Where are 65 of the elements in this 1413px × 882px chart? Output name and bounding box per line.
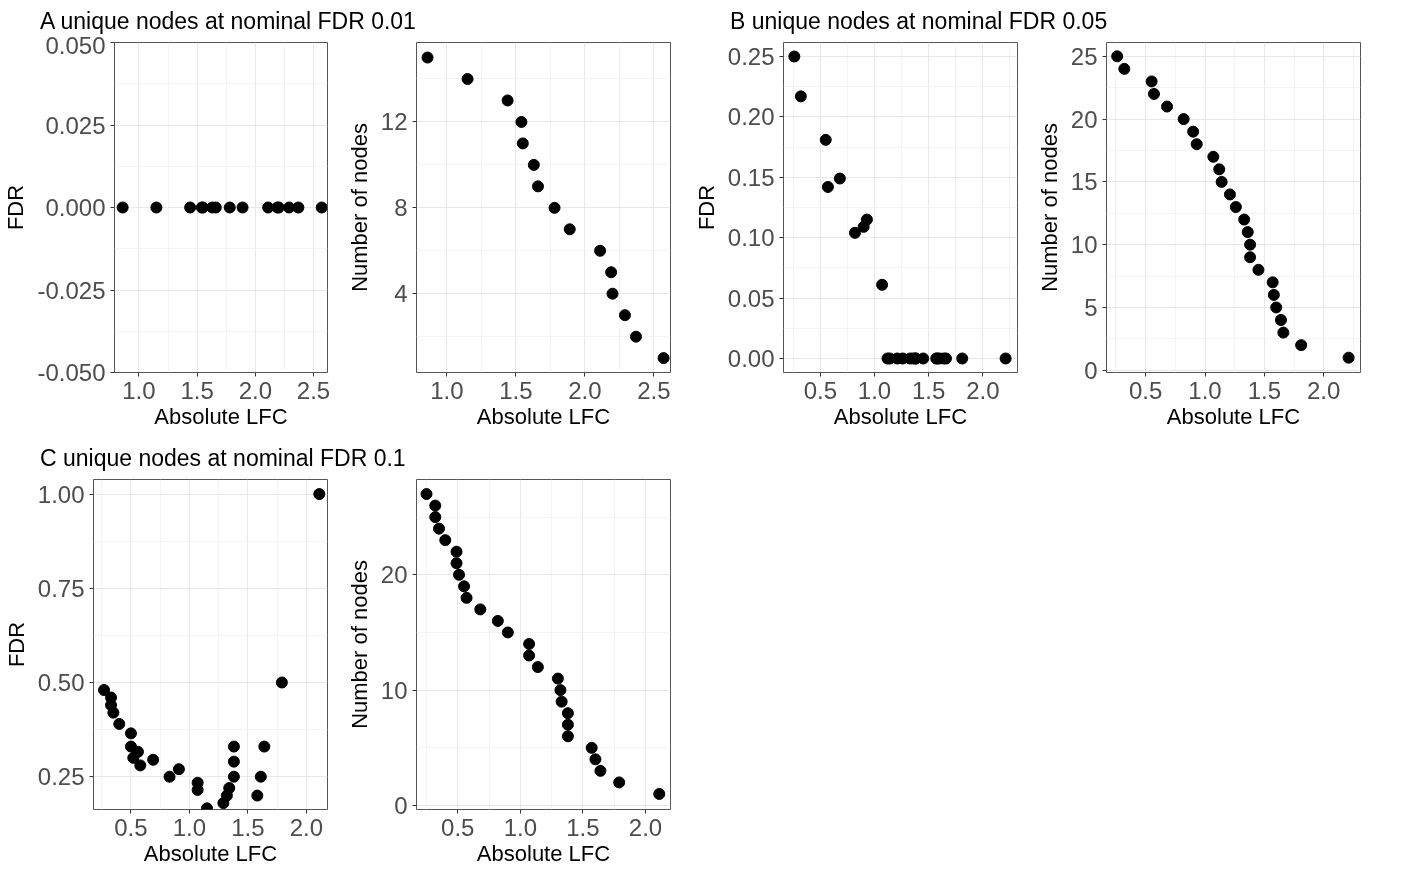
x-axis-title: Absolute LFC bbox=[833, 403, 968, 429]
x-tick-label: 1.5 bbox=[499, 376, 533, 404]
y-axis-title: Number of nodes bbox=[346, 123, 372, 292]
y-tick-label: 20 bbox=[1070, 105, 1098, 133]
x-tick-label: 0.5 bbox=[114, 813, 148, 841]
y-tick-label: -0.050 bbox=[37, 359, 106, 386]
y-tick-label: 0.00 bbox=[727, 344, 775, 372]
y-tick-label: 5 bbox=[1084, 293, 1098, 321]
y-tick-label: 8 bbox=[394, 194, 408, 222]
x-tick-label: 0.5 bbox=[803, 376, 838, 404]
y-tick-label: -0.025 bbox=[37, 276, 106, 304]
x-tick-label: 1.5 bbox=[1247, 376, 1282, 404]
y-axis-title: Number of nodes bbox=[1036, 123, 1062, 292]
y-tick-label: 0.000 bbox=[45, 194, 106, 221]
y-tick-label: 4 bbox=[394, 280, 408, 308]
x-tick-label: 2.0 bbox=[289, 813, 324, 841]
y-tick-label: 12 bbox=[380, 108, 408, 136]
x-tick-label: 2.0 bbox=[966, 376, 1000, 404]
x-tick-label: 1.5 bbox=[180, 376, 214, 404]
y-tick-label: 25 bbox=[1070, 42, 1098, 70]
x-tick-label: 1.0 bbox=[503, 813, 538, 841]
y-tick-label: 0.05 bbox=[727, 284, 775, 312]
y-axis-title: FDR bbox=[3, 621, 29, 668]
x-axis-title: Absolute LFC bbox=[1166, 403, 1301, 429]
x-axis-title: Absolute LFC bbox=[154, 403, 288, 429]
y-tick-label: 0.15 bbox=[727, 163, 775, 191]
x-tick-label: 1.0 bbox=[122, 376, 156, 404]
x-axis-title: Absolute LFC bbox=[476, 403, 611, 429]
x-tick-label: 2.5 bbox=[296, 376, 331, 404]
x-tick-label: 1.5 bbox=[911, 376, 946, 404]
y-axis-title: FDR bbox=[693, 184, 719, 231]
y-tick-label: 0.25 bbox=[727, 43, 775, 71]
y-tick-label: 0.10 bbox=[727, 224, 775, 252]
x-tick-label: 2.0 bbox=[1307, 376, 1341, 404]
y-tick-label: 1.00 bbox=[37, 480, 85, 508]
chart-title: B unique nodes at nominal FDR 0.05 bbox=[730, 7, 1108, 36]
x-axis-title: Absolute LFC bbox=[476, 840, 611, 866]
x-tick-label: 2.0 bbox=[568, 376, 602, 404]
y-tick-label: 10 bbox=[1070, 231, 1098, 259]
y-tick-label: 0.20 bbox=[727, 103, 775, 131]
x-tick-label: 0.5 bbox=[1128, 376, 1163, 404]
y-tick-label: 0.025 bbox=[45, 111, 106, 139]
y-tick-label: 0 bbox=[1084, 356, 1098, 384]
y-axis-title: FDR bbox=[3, 184, 29, 231]
x-axis-title: Absolute LFC bbox=[143, 840, 278, 866]
x-tick-label: 1.5 bbox=[566, 813, 600, 841]
y-tick-label: 0.25 bbox=[37, 763, 85, 791]
x-tick-label: 1.5 bbox=[231, 813, 265, 841]
y-axis-title: Number of nodes bbox=[346, 560, 372, 729]
chart-title: C unique nodes at nominal FDR 0.1 bbox=[40, 444, 406, 473]
y-tick-label: 20 bbox=[380, 561, 408, 589]
x-tick-label: 1.0 bbox=[430, 376, 464, 404]
x-tick-label: 2.0 bbox=[628, 813, 663, 841]
y-tick-label: 10 bbox=[380, 676, 408, 704]
x-tick-label: 2.0 bbox=[238, 376, 273, 404]
x-tick-label: 2.5 bbox=[637, 376, 671, 404]
x-tick-label: 0.5 bbox=[441, 813, 475, 841]
y-tick-label: 0 bbox=[394, 791, 408, 819]
y-tick-label: 0.75 bbox=[37, 574, 85, 602]
chart-title: A unique nodes at nominal FDR 0.01 bbox=[40, 7, 416, 36]
y-tick-label: 15 bbox=[1070, 168, 1098, 196]
y-tick-label: 0.50 bbox=[37, 668, 85, 696]
x-tick-label: 1.0 bbox=[857, 376, 892, 404]
x-tick-label: 1.0 bbox=[172, 813, 207, 841]
x-tick-label: 1.0 bbox=[1188, 376, 1222, 404]
